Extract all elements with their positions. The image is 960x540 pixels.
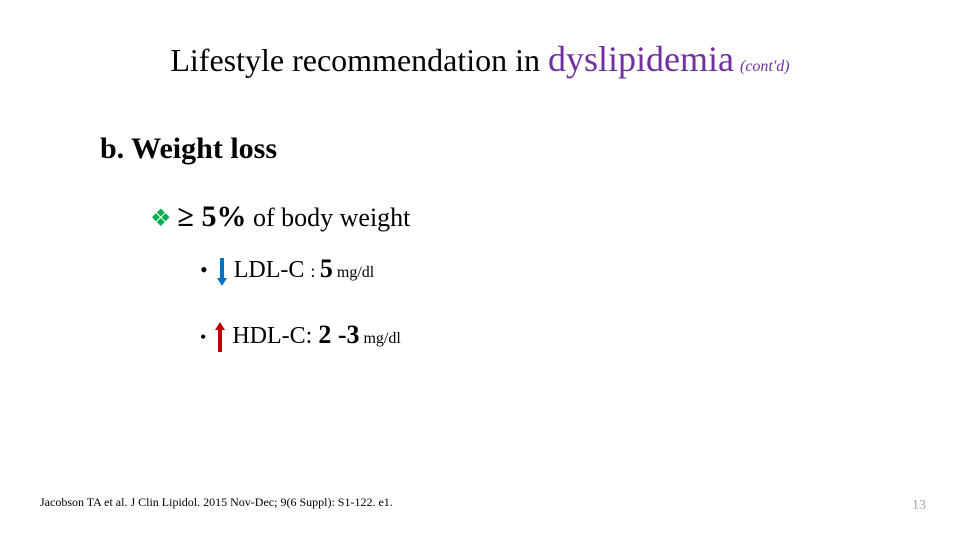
- hdl-label: HDL-C:: [232, 323, 318, 349]
- bullet-dot-icon: •: [200, 257, 208, 282]
- page-number: 13: [912, 498, 926, 514]
- section-heading: b. Weight loss: [100, 132, 277, 166]
- bullet-rest: of body weight: [246, 203, 410, 232]
- ldl-label: LDL-C: [234, 257, 311, 283]
- bullet-body-weight: ❖≥ 5% of body weight: [150, 200, 410, 234]
- bullet-dot-icon: •: [200, 327, 206, 347]
- hdl-unit: mg/dl: [359, 330, 400, 347]
- sub-bullet-ldl: • LDL-C : 5 mg/dl: [200, 254, 374, 286]
- slide: Lifestyle recommendation in dyslipidemia…: [0, 0, 960, 540]
- ldl-colon: :: [310, 261, 320, 281]
- title-contd: (cont'd): [740, 58, 790, 75]
- title-emphasis: dyslipidemia: [548, 39, 734, 79]
- ldl-unit: mg/dl: [333, 264, 374, 281]
- up-arrow-icon: [214, 322, 226, 352]
- citation: Jacobson TA et al. J Clin Lipidol. 2015 …: [40, 495, 393, 510]
- diamond-bullet-icon: ❖: [150, 206, 172, 232]
- down-arrow-icon: [216, 256, 228, 286]
- bullet-ge5: ≥ 5%: [178, 200, 247, 233]
- ldl-value: 5: [320, 254, 333, 283]
- sub-bullet-hdl: • HDL-C: 2 -3 mg/dl: [200, 320, 401, 352]
- title-main: Lifestyle recommendation in: [170, 42, 548, 78]
- hdl-value: 2 -3: [318, 320, 359, 349]
- slide-title: Lifestyle recommendation in dyslipidemia…: [0, 38, 960, 80]
